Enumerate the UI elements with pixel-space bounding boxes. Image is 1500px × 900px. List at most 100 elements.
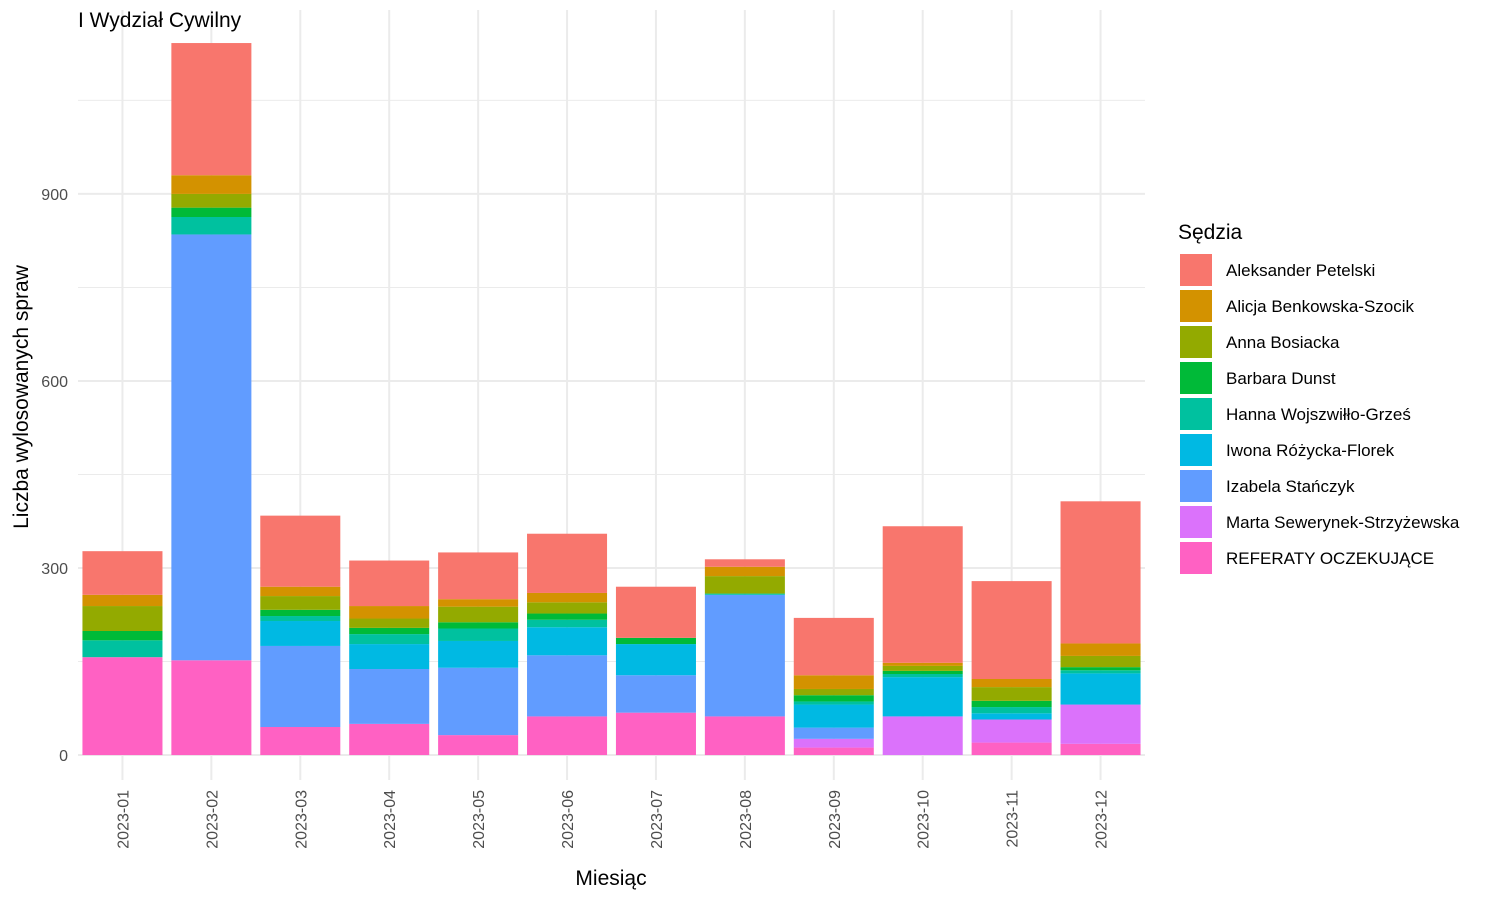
legend-label: Aleksander Petelski xyxy=(1226,261,1375,280)
x-tick-label: 2023-12 xyxy=(1094,790,1111,849)
bar-segment xyxy=(1060,501,1141,644)
bar-segment xyxy=(260,727,341,756)
bar-segment xyxy=(793,688,874,696)
bar-segment xyxy=(1060,667,1141,671)
x-tick-label: 2023-02 xyxy=(204,790,221,849)
y-tick-label: 600 xyxy=(41,374,68,391)
bar-segment xyxy=(793,617,874,676)
axis-labels: 0 300 600 900 2023-01 2023-02 2023-03 2023-04 20… xyxy=(41,187,1110,849)
x-tick-label: 2023-10 xyxy=(916,790,933,849)
bar-segment xyxy=(171,207,252,217)
bar-segment xyxy=(704,576,785,594)
bar-segment xyxy=(527,602,608,614)
bar-segment xyxy=(171,43,252,176)
legend-key xyxy=(1180,254,1212,286)
bar-segment xyxy=(793,695,874,702)
bar-segment xyxy=(1060,655,1141,668)
bar-segment xyxy=(438,735,519,756)
bar-segment xyxy=(704,566,785,577)
bar-segment xyxy=(349,634,430,645)
bar-segment xyxy=(349,669,430,724)
bar-segment xyxy=(971,713,1052,720)
bar-segment xyxy=(260,609,341,617)
legend-key xyxy=(1180,542,1212,574)
bar-segment xyxy=(1060,670,1141,674)
bar-segment xyxy=(527,613,608,620)
legend-label: REFERATY OCZEKUJĄCE xyxy=(1226,549,1434,568)
bar-segment xyxy=(1060,743,1141,756)
bar-segment xyxy=(793,727,874,739)
bar-segment xyxy=(260,621,341,646)
bar-segment xyxy=(793,747,874,756)
bar-segment xyxy=(260,596,341,610)
bar-segment xyxy=(704,594,785,717)
bar-segment xyxy=(1060,704,1141,744)
legend-key xyxy=(1180,434,1212,466)
legend-label: Izabela Stańczyk xyxy=(1226,477,1355,496)
legend-label: Marta Sewerynek-Strzyżewska xyxy=(1226,513,1460,532)
legend-key xyxy=(1180,470,1212,502)
bar-segment xyxy=(882,674,963,678)
bar-segment xyxy=(882,670,963,675)
x-tick-label: 2023-06 xyxy=(560,790,577,849)
bar-segment xyxy=(882,662,963,666)
legend-key xyxy=(1180,326,1212,358)
bar-segment xyxy=(882,716,963,756)
x-axis-title: Miesiąc xyxy=(575,867,646,890)
bar-segment xyxy=(793,675,874,689)
x-tick-label: 2023-11 xyxy=(1005,790,1022,848)
bar-segment xyxy=(349,560,430,607)
legend-key xyxy=(1180,290,1212,322)
bar-segment xyxy=(349,627,430,635)
bar-segment xyxy=(971,719,1052,743)
bar-segment xyxy=(971,707,1052,714)
bar-segment xyxy=(438,552,519,600)
legend-key xyxy=(1180,362,1212,394)
bar-segment xyxy=(882,526,963,663)
bar-segment xyxy=(527,716,608,756)
y-tick-label: 300 xyxy=(41,561,68,578)
bar-segment xyxy=(438,606,519,623)
bar-segment xyxy=(82,657,163,756)
bar-segment xyxy=(438,640,519,668)
x-tick-label: 2023-09 xyxy=(827,790,844,849)
bar-segment xyxy=(527,592,608,603)
bar-segment xyxy=(82,551,163,595)
bar-segment xyxy=(82,594,163,607)
bar-segment xyxy=(704,716,785,756)
bar-segment xyxy=(349,644,430,670)
bar-segment xyxy=(349,618,430,628)
bar-segment xyxy=(615,675,696,713)
bar-segment xyxy=(171,216,252,235)
bar-segment xyxy=(793,738,874,748)
y-axis-title: Liczba wylosowanych spraw xyxy=(10,264,33,529)
bar-segment xyxy=(171,660,252,756)
bar-segment xyxy=(260,616,341,622)
legend-label: Alicja Benkowska-Szocik xyxy=(1226,297,1415,316)
bar-segment xyxy=(82,640,163,658)
bar-segment xyxy=(349,606,430,619)
bar-segment xyxy=(1060,673,1141,705)
bar-segment xyxy=(438,599,519,607)
bar-segment xyxy=(971,581,1052,679)
bar-segment xyxy=(82,630,163,641)
bar-segment xyxy=(704,559,785,567)
x-tick-label: 2023-07 xyxy=(649,790,666,849)
x-tick-label: 2023-01 xyxy=(115,790,132,849)
legend-label: Iwona Różycka-Florek xyxy=(1226,441,1395,460)
bar-segment xyxy=(793,704,874,728)
legend-title: Sędzia xyxy=(1178,221,1243,244)
legend-label: Anna Bosiacka xyxy=(1226,333,1340,352)
bar-segment xyxy=(615,637,696,645)
legend-key xyxy=(1180,506,1212,538)
bars xyxy=(82,43,1141,756)
bar-segment xyxy=(171,193,252,208)
bar-segment xyxy=(260,586,341,597)
x-tick-label: 2023-05 xyxy=(471,790,488,849)
bar-segment xyxy=(704,593,785,595)
legend-label: Barbara Dunst xyxy=(1226,369,1336,388)
bar-segment xyxy=(260,515,341,587)
bar-segment xyxy=(82,606,163,631)
bar-segment xyxy=(615,586,696,638)
